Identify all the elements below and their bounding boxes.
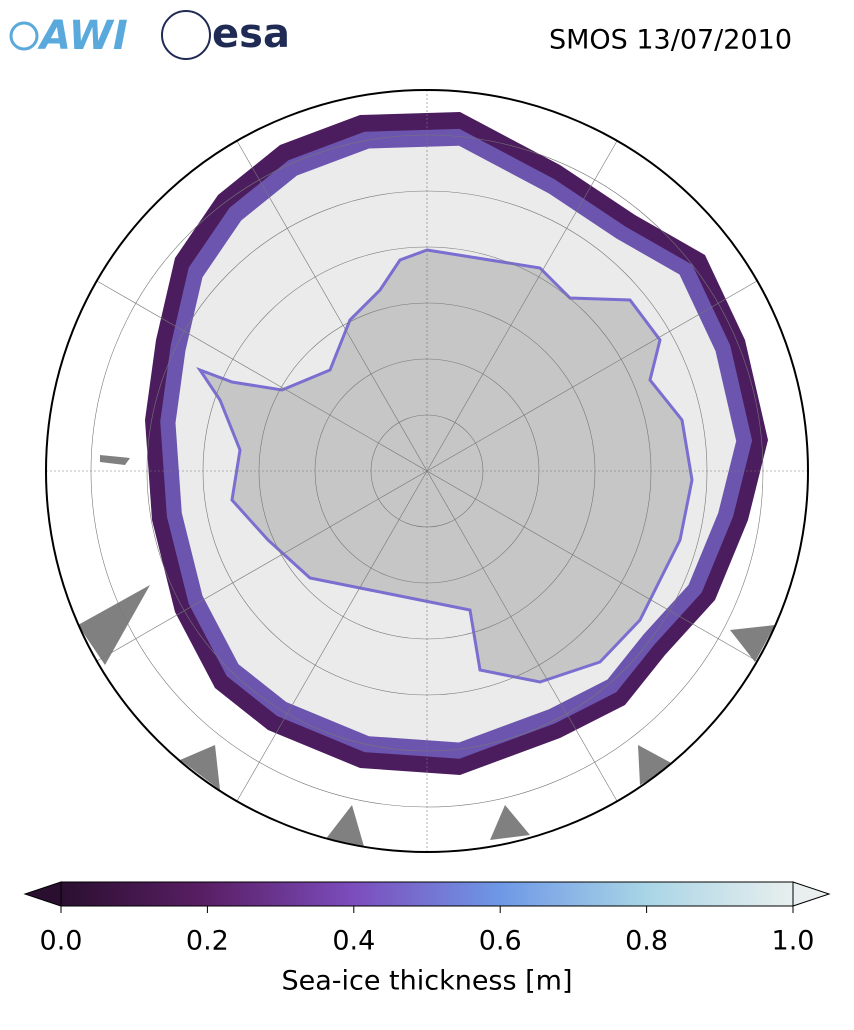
tick-label: 0.2 <box>186 926 229 957</box>
colorbar-extension <box>23 881 62 907</box>
logo-awi: AWI <box>9 13 128 59</box>
tick-label: 0.4 <box>332 926 375 957</box>
tick-label: 0.0 <box>40 926 83 957</box>
tick-label: 0.6 <box>479 926 522 957</box>
map-boundary <box>45 89 809 853</box>
colorbar <box>23 881 831 907</box>
tick-label: 1.0 <box>772 926 815 957</box>
graticule <box>46 90 808 852</box>
colorbar-body <box>60 881 794 907</box>
antarctica <box>196 248 694 684</box>
map <box>46 90 808 852</box>
logo-text: AWI <box>37 13 128 59</box>
colorbar-label: Sea-ice thickness [m] <box>281 966 572 997</box>
tick-label: 0.8 <box>625 926 668 957</box>
colorbar-extension <box>792 881 831 907</box>
land-masses <box>78 455 775 850</box>
logo-esa: esa <box>161 10 290 60</box>
logo-text: esa <box>212 11 290 57</box>
title: SMOS 13/07/2010 <box>549 25 792 56</box>
